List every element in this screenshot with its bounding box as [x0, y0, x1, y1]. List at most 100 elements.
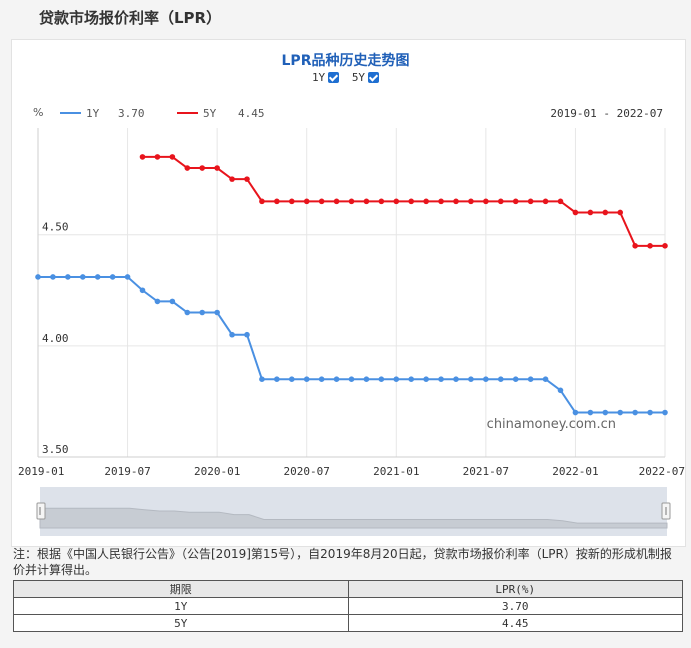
data-point-1y [453, 376, 459, 382]
data-point-1y [318, 376, 325, 382]
data-point-5y [288, 198, 295, 205]
data-point-1y [94, 274, 101, 280]
data-point-5y [468, 198, 474, 205]
data-point-5y [647, 243, 653, 249]
data-point-1y [154, 298, 161, 305]
data-point-1y [602, 409, 609, 416]
x-tick-label: 2019-01 [18, 465, 64, 478]
data-point-5y [214, 165, 220, 171]
data-point-1y [124, 274, 131, 280]
data-point-1y [632, 409, 638, 416]
toggle-1y-label: 1Y [311, 71, 326, 84]
data-point-1y [587, 409, 594, 416]
toggle-5y-checkbox[interactable] [368, 72, 380, 83]
toggle-1y[interactable]: 1Y [311, 71, 340, 84]
x-tick-label: 2019-07 [104, 465, 150, 478]
data-point-1y [468, 376, 474, 382]
x-tick-label: 2022-01 [552, 465, 598, 478]
data-point-1y [274, 376, 280, 382]
table-row: 5Y 4.45 [13, 614, 683, 632]
data-point-5y [542, 198, 549, 205]
data-point-1y [65, 274, 71, 280]
data-point-5y [423, 198, 429, 205]
x-tick-label: 2021-07 [463, 465, 509, 478]
table-cell-term: 1Y [13, 597, 349, 615]
data-point-1y [408, 376, 415, 382]
x-tick-label: 2020-01 [194, 465, 240, 478]
navigator-left-handle[interactable] [36, 502, 46, 520]
legend-value-1y: 3.70 [118, 107, 145, 120]
data-point-1y [572, 409, 579, 416]
data-point-1y [647, 409, 653, 416]
x-tick-label: 2020-07 [284, 465, 330, 478]
data-point-1y [288, 376, 295, 382]
data-point-1y [363, 376, 370, 382]
y-unit-label: % [33, 106, 43, 119]
data-point-1y [184, 309, 191, 316]
data-point-1y [557, 387, 564, 394]
data-point-5y [393, 198, 400, 205]
data-point-5y [632, 243, 638, 249]
legend: 1Y 3.70 5Y 4.45 [60, 107, 265, 120]
data-point-1y [617, 409, 624, 416]
data-point-5y [587, 209, 594, 216]
data-point-5y [483, 198, 489, 205]
toggle-5y-label: 5Y [351, 71, 366, 84]
lpr-table: 期限 LPR(%) 1Y 3.70 5Y 4.45 [13, 580, 683, 632]
data-point-1y [139, 287, 146, 294]
data-point-5y [154, 154, 161, 160]
data-point-5y [662, 243, 668, 249]
data-point-1y [50, 274, 56, 280]
data-point-1y [438, 376, 444, 382]
series-line-1y [38, 275, 665, 414]
data-point-1y [483, 376, 489, 382]
data-point-5y [139, 154, 146, 160]
data-point-1y [109, 274, 116, 280]
data-point-5y [497, 198, 504, 205]
data-point-1y [662, 409, 668, 416]
data-point-1y [244, 331, 250, 338]
y-tick-label: 4.50 [42, 221, 69, 234]
legend-name-5y: 5Y [203, 107, 217, 120]
data-point-5y [274, 198, 280, 205]
table-header-term: 期限 [13, 580, 349, 598]
data-point-5y [453, 198, 459, 205]
data-point-5y [169, 154, 176, 160]
legend-value-5y: 4.45 [238, 107, 265, 120]
data-point-5y [318, 198, 325, 205]
data-point-1y [199, 309, 206, 316]
chart-title: LPR品种历史走势图 [281, 53, 410, 69]
data-point-1y [303, 376, 310, 382]
x-tick-label: 2021-01 [373, 465, 419, 478]
data-point-5y [557, 198, 564, 205]
data-point-1y [259, 376, 265, 382]
watermark: chinamoney.com.cn [487, 417, 616, 432]
data-point-1y [512, 376, 519, 382]
data-point-1y [214, 309, 220, 316]
table-cell-rate: 3.70 [347, 597, 683, 615]
data-point-5y [408, 198, 415, 205]
legend-item-5y[interactable]: 5Y 4.45 [177, 107, 265, 120]
toggle-1y-checkbox[interactable] [328, 72, 340, 83]
data-point-1y [229, 331, 235, 338]
data-point-5y [512, 198, 519, 205]
toggle-5y[interactable]: 5Y [351, 71, 380, 84]
data-point-5y [527, 198, 534, 205]
data-point-5y [617, 209, 624, 216]
legend-item-1y[interactable]: 1Y 3.70 [60, 107, 145, 120]
data-point-5y [184, 165, 191, 171]
table-header-rate: LPR(%) [347, 580, 683, 598]
data-point-1y [542, 376, 549, 382]
data-point-5y [348, 198, 355, 205]
data-point-5y [363, 198, 370, 205]
data-point-5y [303, 198, 310, 205]
legend-name-1y: 1Y [86, 107, 100, 120]
data-point-1y [393, 376, 400, 382]
data-point-1y [527, 376, 534, 382]
series-toggles: 1Y 5Y [0, 71, 691, 84]
x-tick-label: 2022-07 [639, 465, 685, 478]
series-line-5y [142, 155, 665, 247]
table-cell-term: 5Y [13, 614, 349, 632]
data-point-1y [497, 376, 504, 382]
range-navigator[interactable] [36, 487, 671, 536]
